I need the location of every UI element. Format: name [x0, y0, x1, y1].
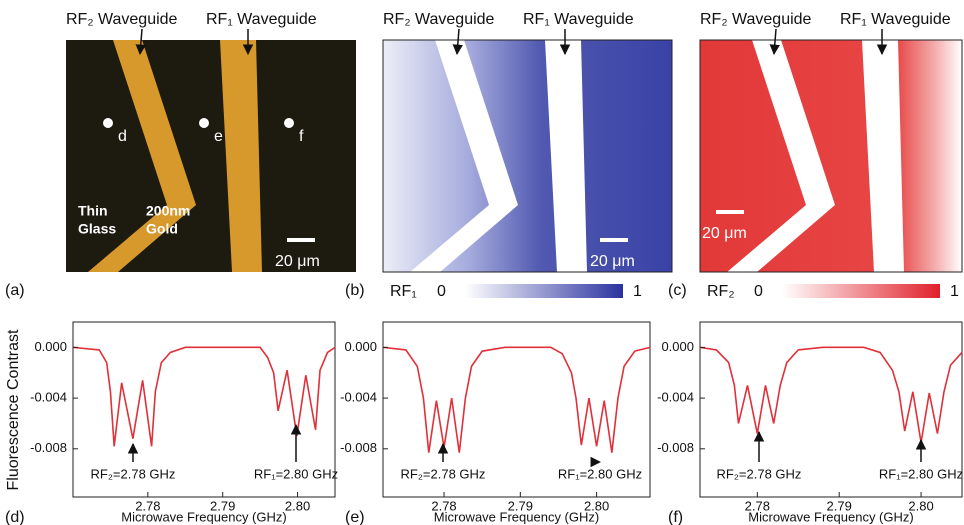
arrow [769, 28, 780, 56]
colorbar-max: 1 [950, 283, 959, 300]
waveguide [545, 40, 587, 272]
panel-label: (a) [5, 282, 25, 299]
annotation: RF₂=2.78 GHz [91, 466, 176, 481]
waveguide-label: RF₂ Waveguide [66, 11, 178, 28]
waveguide [88, 40, 196, 272]
y-tick-label: -0.008 [657, 440, 694, 455]
material-label: Gold [146, 221, 178, 237]
colorbar-title: RF₁ [390, 283, 417, 300]
image-background [700, 40, 962, 272]
image-frame [699, 39, 963, 273]
x-tick-label: 2.79 [508, 498, 533, 513]
image-background [383, 40, 672, 272]
annotation: RF₁=2.80 GHz [254, 466, 338, 481]
annotation: RF₁=2.80 GHz [558, 466, 642, 481]
y-tick-label: 0.000 [34, 339, 67, 354]
x-tick-label: 2.78 [135, 498, 160, 513]
y-tick-label: -0.004 [340, 390, 377, 405]
point-label: e [214, 128, 223, 145]
x-tick-label: 2.80 [584, 498, 609, 513]
waveguide [410, 40, 518, 272]
colorbar-min: 0 [754, 283, 763, 300]
fit-line [72, 346, 336, 447]
x-tick-label: 2.79 [210, 498, 235, 513]
y-tick-label: -0.008 [30, 440, 67, 455]
colorbar-title: RF₂ [707, 283, 735, 300]
image-frame [382, 39, 673, 273]
colorbar-max: 1 [633, 283, 642, 300]
panel-label: (d) [5, 509, 25, 525]
x-tick-label: 2.78 [431, 498, 456, 513]
y-axis-label: Fluorescence Contrast [5, 329, 22, 491]
image-background [66, 40, 356, 272]
x-tick-label: 2.79 [827, 498, 852, 513]
plot-frame [699, 321, 963, 498]
waveguide [727, 40, 835, 272]
y-tick-label: 0.000 [661, 339, 694, 354]
annotation: RF₂=2.78 GHz [717, 466, 802, 481]
point-label: d [118, 128, 127, 145]
arrow [452, 28, 463, 56]
measurement-point [199, 118, 209, 128]
fit-line [699, 346, 963, 443]
image-panel: RF₂ Waveguide RF₁ Waveguide (c) 20 μm RF₂ 0 1 [668, 11, 963, 300]
measurement-point [284, 118, 294, 128]
x-tick-label: 2.80 [908, 498, 933, 513]
annotation: RF₁=2.80 GHz [879, 466, 963, 481]
waveguide-label: RF₂ Waveguide [700, 11, 812, 28]
annotation: RF₂=2.78 GHz [401, 466, 486, 481]
material-label: Thin [78, 203, 108, 219]
colorbar [465, 284, 623, 298]
y-tick-label: 0.000 [344, 339, 377, 354]
y-tick-label: -0.004 [657, 390, 694, 405]
point-label: f [299, 128, 304, 145]
waveguide-label: RF₂ Waveguide [383, 11, 495, 28]
scale-bar-label: 20 μm [275, 253, 320, 270]
panel-label: (b) [345, 282, 365, 299]
x-tick-label: 2.80 [285, 498, 310, 513]
waveguide-label: RF₁ Waveguide [840, 11, 951, 28]
measurement-point [103, 118, 113, 128]
panel-label: (e) [345, 509, 365, 525]
image-panel: RF₂ Waveguide RF₁ Waveguide (b) 20 μm RF₁ 0 1 [345, 11, 673, 300]
arrow [135, 28, 146, 56]
material-label: 200nm [146, 203, 190, 219]
panel-label: (f) [668, 509, 683, 525]
waveguide [862, 40, 904, 272]
waveguide-label: RF₁ Waveguide [523, 11, 634, 28]
panel-label: (c) [668, 282, 687, 299]
y-tick-label: -0.008 [340, 440, 377, 455]
scale-bar-label: 20 μm [590, 253, 635, 270]
image-panel: RF₂ Waveguide RF₁ Waveguide (a) d e f Thin Glas… [5, 11, 356, 299]
colorbar [782, 284, 940, 298]
material-label: Glass [78, 221, 116, 237]
colorbar-min: 0 [437, 283, 446, 300]
waveguide [220, 40, 262, 272]
waveguide-label: RF₁ Waveguide [206, 11, 317, 28]
scale-bar-label: 20 μm [702, 225, 747, 242]
x-axis-label: Microwave Frequency (GHz) [748, 509, 913, 524]
y-tick-label: -0.004 [30, 390, 67, 405]
x-axis-label: Microwave Frequency (GHz) [434, 509, 599, 524]
x-axis-label: Microwave Frequency (GHz) [121, 509, 286, 524]
fit-line [382, 346, 651, 453]
x-tick-label: 2.78 [745, 498, 770, 513]
plot-frame [72, 321, 336, 498]
